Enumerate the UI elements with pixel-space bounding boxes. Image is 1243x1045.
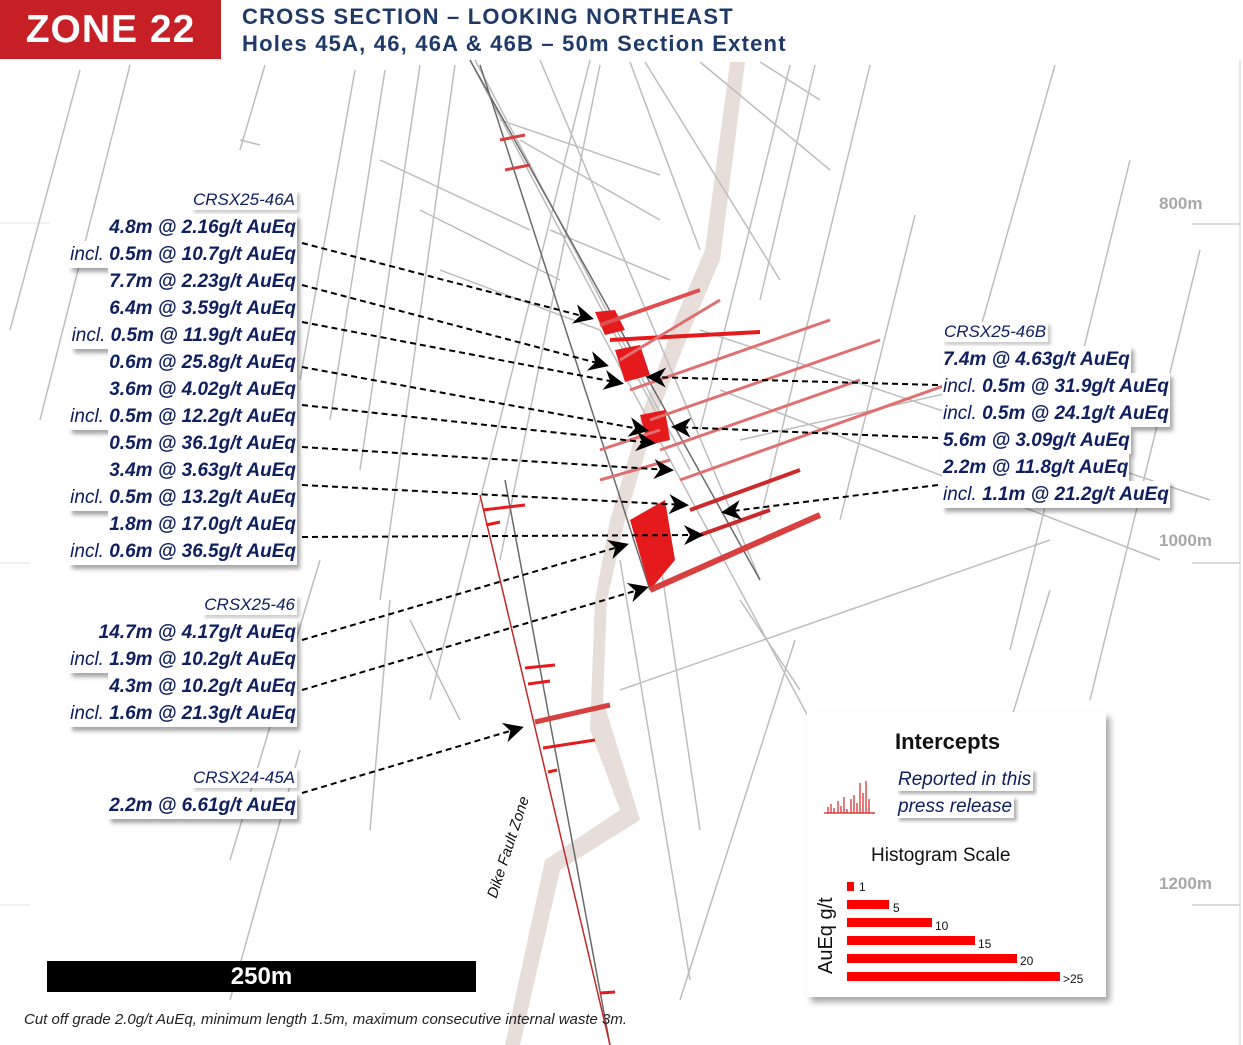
- intercept-label: incl. 0.5m @ 31.9g/t AuEq: [942, 373, 1170, 400]
- histogram-bar-label: >25: [1063, 972, 1084, 986]
- intercept-label: 3.6m @ 4.02g/t AuEq: [108, 376, 297, 403]
- hole-46B-intercepts: CRSX25-46B 7.4m @ 4.63g/t AuEq incl. 0.5…: [942, 322, 1170, 508]
- intercept-label: incl. 1.9m @ 10.2g/t AuEq: [69, 646, 297, 673]
- depth-label-800: 800m: [1159, 194, 1203, 213]
- zone-badge: ZONE 22: [0, 0, 221, 59]
- histogram-bar-label: 1: [859, 880, 866, 894]
- intercept-label: incl. 0.5m @ 13.2g/t AuEq: [69, 484, 297, 511]
- intercept-label: 4.8m @ 2.16g/t AuEq: [108, 214, 297, 241]
- intercept-label: 2.2m @ 6.61g/t AuEq: [108, 792, 297, 819]
- hole-45A-intercepts: CRSX24-45A 2.2m @ 6.61g/t AuEq: [108, 768, 297, 819]
- callout-arrows: [301, 242, 939, 794]
- section-title: CROSS SECTION – LOOKING NORTHEAST: [242, 4, 734, 29]
- hole-46-intercepts: CRSX25-46 14.7m @ 4.17g/t AuEq incl. 1.9…: [69, 595, 297, 727]
- histogram-bar-20: [847, 954, 1017, 963]
- histogram-bar-25: [847, 972, 1060, 981]
- histogram-bar-label: 5: [893, 901, 900, 915]
- depth-label-1000: 1000m: [1159, 531, 1212, 550]
- histogram-bar-1: [847, 882, 854, 891]
- histogram-bar-label: 15: [978, 937, 992, 951]
- intercept-label: 2.2m @ 11.8g/t AuEq: [942, 454, 1130, 481]
- intercept-label: 3.4m @ 3.63g/t AuEq: [108, 457, 297, 484]
- legend-title: Intercepts: [895, 729, 1001, 754]
- intercept-label: incl. 0.5m @ 10.7g/t AuEq: [69, 241, 297, 268]
- hole-name-46B: CRSX25-46B: [942, 322, 1049, 342]
- histogram-bar-15: [847, 936, 975, 945]
- legend-reported-line2: press release: [896, 796, 1015, 818]
- intercept-label: 4.3m @ 10.2g/t AuEq: [108, 673, 297, 700]
- intercept-label: incl. 0.5m @ 12.2g/t AuEq: [69, 403, 297, 430]
- intercept-label: incl. 0.6m @ 36.5g/t AuEq: [69, 538, 297, 565]
- histogram-bar-10: [847, 918, 932, 927]
- footnote: Cut off grade 2.0g/t AuEq, minimum lengt…: [24, 1011, 628, 1028]
- intercept-label: incl. 1.6m @ 21.3g/t AuEq: [69, 700, 297, 727]
- hole-46A-intercepts: CRSX25-46A 4.8m @ 2.16g/t AuEq incl. 0.5…: [69, 190, 297, 565]
- legend-box: Intercepts Reported in this press releas…: [807, 712, 1106, 997]
- intercept-histograms: [479, 133, 961, 1045]
- intercept-label: incl. 1.1m @ 21.2g/t AuEq: [942, 481, 1170, 508]
- intercept-label: 7.7m @ 2.23g/t AuEq: [108, 268, 297, 295]
- histogram-axis-label: AuEq g/t: [815, 897, 837, 974]
- intercept-label: incl. 0.5m @ 11.9g/t AuEq: [70, 322, 297, 349]
- hole-name-45A: CRSX24-45A: [190, 768, 297, 788]
- hole-name-46A: CRSX25-46A: [190, 190, 297, 210]
- depth-label-1200: 1200m: [1159, 874, 1212, 893]
- intercept-label: incl. 0.5m @ 24.1g/t AuEq: [942, 400, 1170, 427]
- section-subtitle: Holes 45A, 46, 46A & 46B – 50m Section E…: [242, 31, 787, 56]
- intercept-label: 0.5m @ 36.1g/t AuEq: [108, 430, 297, 457]
- histogram-bar-label: 10: [935, 919, 949, 933]
- grey-drill-traces: [9, 59, 1211, 1001]
- hole-name-46: CRSX25-46: [202, 595, 297, 615]
- histogram-bar-label: 20: [1020, 954, 1034, 968]
- intercept-label: 5.6m @ 3.09g/t AuEq: [942, 427, 1131, 454]
- scale-bar: 250m: [47, 961, 476, 992]
- intercept-label: 1.8m @ 17.0g/t AuEq: [108, 511, 297, 538]
- histogram-sample-icon: [824, 781, 875, 814]
- dike-fault-zone-band: [505, 62, 745, 1045]
- intercept-label: 14.7m @ 4.17g/t AuEq: [97, 619, 297, 646]
- legend-reported-line1: Reported in this: [896, 769, 1034, 791]
- histogram-bar-5: [847, 900, 889, 909]
- intercept-label: 6.4m @ 3.59g/t AuEq: [108, 295, 297, 322]
- intercept-label: 0.6m @ 25.8g/t AuEq: [108, 349, 297, 376]
- histogram-scale-title: Histogram Scale: [871, 845, 1011, 866]
- intercept-label: 7.4m @ 4.63g/t AuEq: [942, 346, 1131, 373]
